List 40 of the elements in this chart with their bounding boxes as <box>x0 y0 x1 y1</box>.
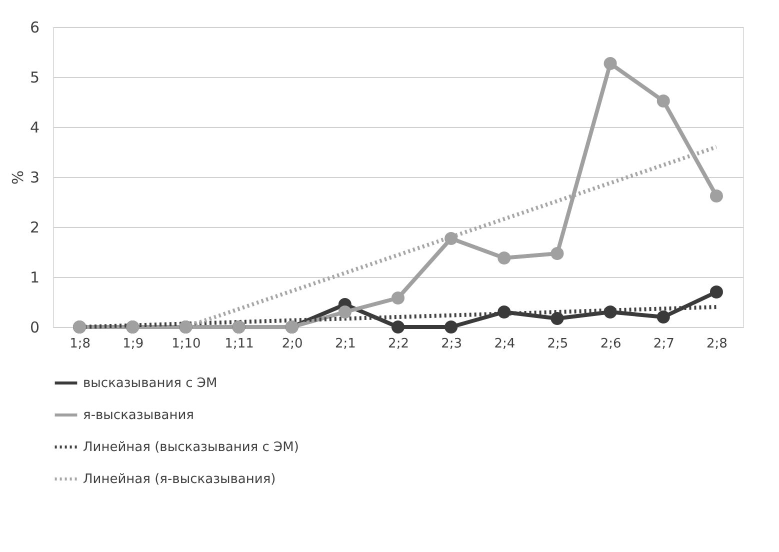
point <box>338 305 352 319</box>
y-tick-label: 1 <box>30 268 40 286</box>
x-tick-label: 1;8 <box>70 336 90 352</box>
point <box>391 291 405 305</box>
x-tick-label: 2;5 <box>547 336 568 352</box>
point <box>498 251 511 265</box>
y-tick-label: 2 <box>30 218 40 236</box>
legend-label: я-высказывания <box>83 408 194 423</box>
point <box>498 305 511 319</box>
x-tick-label: 2;8 <box>706 336 728 352</box>
point <box>604 56 617 70</box>
x-tick-label: 2;4 <box>494 336 516 352</box>
y-tick-label: 6 <box>30 18 40 36</box>
x-tick-label: 1;11 <box>224 336 254 352</box>
point <box>444 232 458 246</box>
y-tick-label: 5 <box>30 68 40 86</box>
x-tick-label: 1;10 <box>172 336 201 352</box>
y-axis-title: % <box>8 170 27 185</box>
y-tick-label: 0 <box>30 318 40 336</box>
point <box>656 94 670 108</box>
point <box>604 305 617 319</box>
x-tick-label: 1;9 <box>122 336 144 352</box>
point <box>710 285 723 299</box>
y-tick-label: 4 <box>30 118 40 136</box>
y-tick-label: 3 <box>30 168 40 186</box>
point <box>656 310 670 324</box>
point <box>550 312 564 326</box>
x-tick-label: 2;7 <box>653 336 674 352</box>
point <box>550 246 564 260</box>
x-tick-label: 2;1 <box>334 336 356 352</box>
x-tick-label: 2;3 <box>441 336 462 352</box>
point <box>444 320 458 334</box>
legend-label: Линейная (высказывания с ЭМ) <box>83 440 299 455</box>
x-tick-label: 2;2 <box>388 336 409 352</box>
legend-label: высказывания с ЭМ <box>83 376 218 391</box>
legend-label: Линейная (я-высказывания) <box>83 472 276 487</box>
x-tick-label: 2;6 <box>600 336 622 352</box>
x-tick-label: 2;0 <box>282 336 303 352</box>
point <box>391 320 405 334</box>
point <box>710 189 723 203</box>
